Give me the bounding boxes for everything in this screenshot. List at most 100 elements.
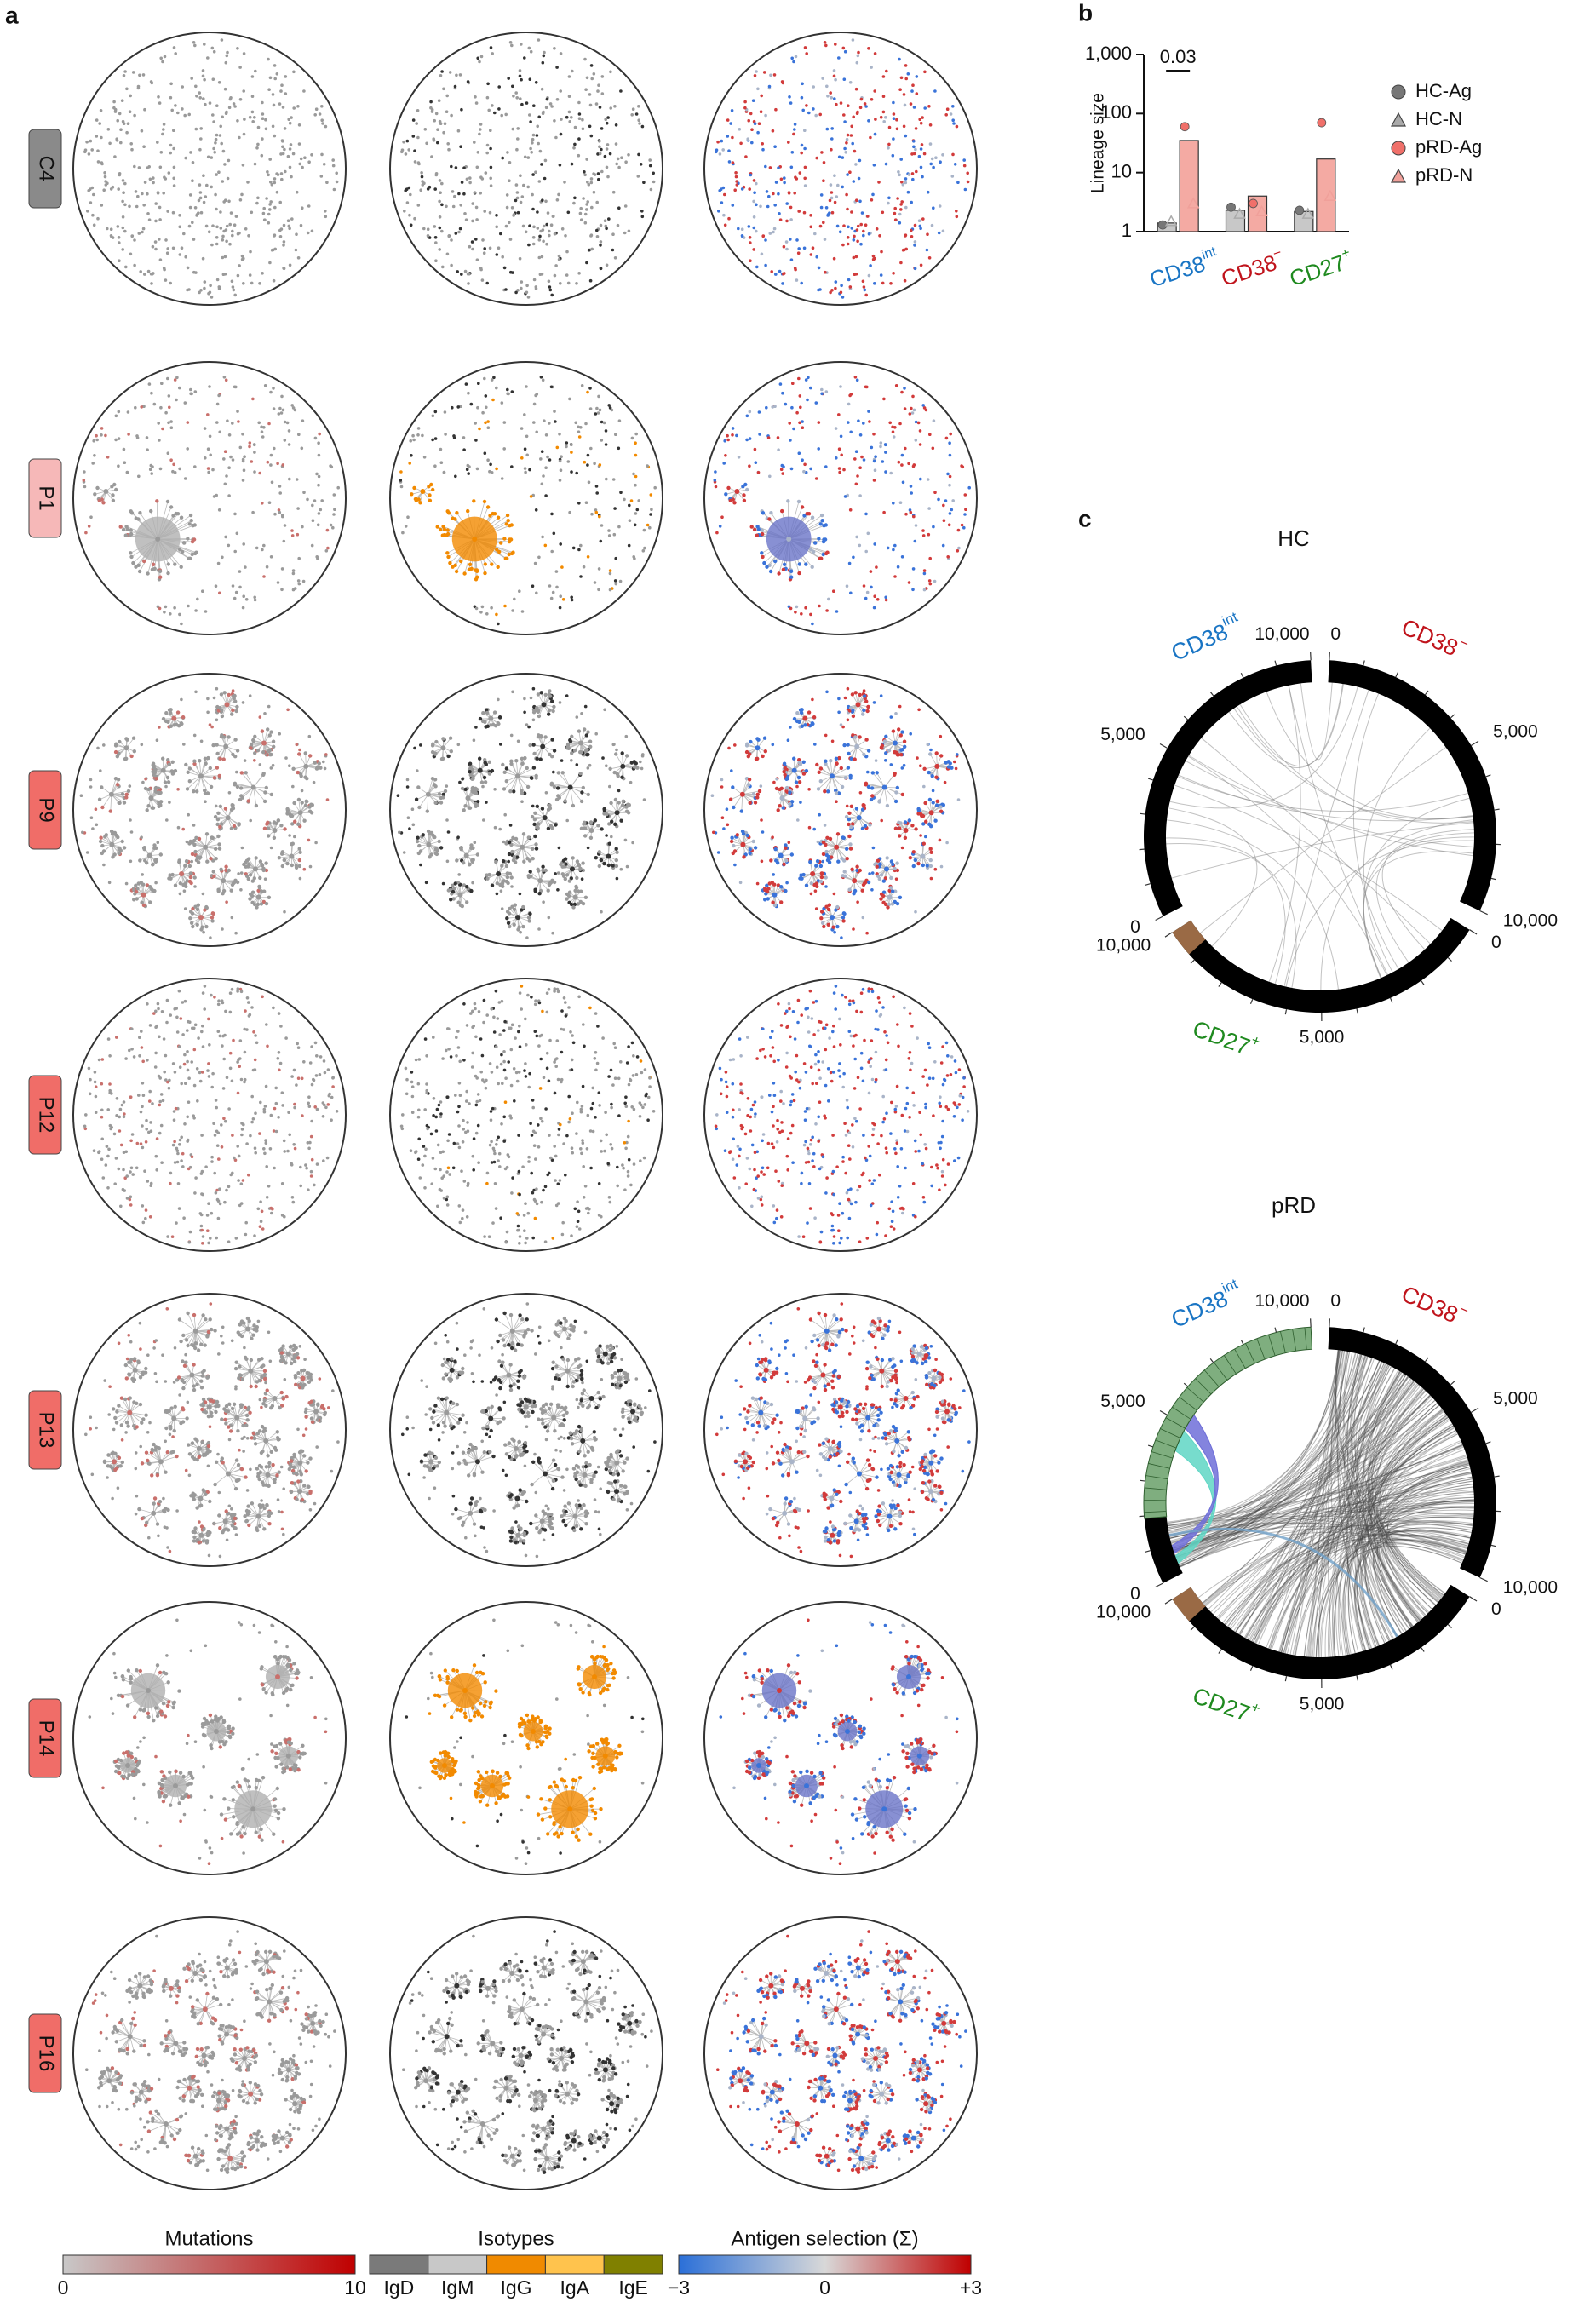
node [168, 710, 173, 715]
node [609, 801, 613, 806]
node [857, 50, 860, 55]
node [724, 454, 727, 457]
node [291, 588, 296, 592]
node [521, 1165, 525, 1168]
node [474, 569, 479, 573]
node [551, 931, 554, 935]
node [865, 709, 870, 714]
node [297, 858, 301, 863]
node [182, 541, 187, 545]
node [733, 863, 737, 867]
node [594, 485, 599, 488]
node [137, 1094, 141, 1097]
node [88, 1092, 92, 1096]
node [468, 766, 473, 770]
node [904, 77, 908, 81]
node [821, 852, 826, 857]
node [866, 704, 870, 709]
node [859, 97, 864, 101]
node [220, 714, 225, 719]
edges [250, 886, 269, 908]
node [141, 1145, 145, 1150]
node [245, 1142, 249, 1145]
node [192, 1083, 197, 1088]
node [324, 549, 329, 553]
node [614, 847, 618, 851]
node [90, 148, 94, 152]
node [531, 686, 536, 691]
node [605, 147, 609, 151]
node [646, 464, 649, 468]
node [131, 71, 135, 74]
node [440, 229, 444, 233]
node [917, 154, 921, 158]
node [577, 430, 581, 434]
node [278, 485, 282, 488]
node [783, 181, 786, 185]
node [592, 72, 596, 76]
node [472, 537, 478, 542]
node [735, 833, 739, 837]
node [116, 778, 121, 782]
node [577, 502, 581, 505]
node [852, 555, 855, 560]
node [204, 832, 210, 836]
node [755, 533, 759, 537]
node [946, 472, 950, 476]
node [95, 485, 100, 491]
node [803, 146, 807, 151]
node [122, 191, 125, 194]
node [241, 479, 245, 482]
node [165, 775, 170, 780]
node [550, 293, 554, 297]
node [841, 725, 845, 729]
network [72, 673, 347, 947]
node [862, 708, 866, 713]
node [172, 462, 175, 467]
node [818, 766, 824, 771]
node [191, 906, 195, 911]
node [607, 1075, 611, 1078]
node [620, 763, 626, 769]
node [554, 135, 558, 140]
node [130, 234, 134, 238]
node [526, 835, 531, 840]
node [892, 740, 898, 746]
node [243, 1050, 247, 1054]
edges [163, 709, 184, 727]
node [542, 224, 546, 228]
node [445, 94, 449, 98]
node [497, 1082, 500, 1086]
node [555, 1039, 560, 1042]
node [204, 195, 208, 198]
node [426, 841, 432, 847]
node [537, 141, 540, 146]
node [803, 46, 807, 49]
node [627, 153, 630, 157]
node [442, 527, 447, 531]
node [456, 129, 461, 133]
node [158, 165, 163, 169]
node [900, 792, 905, 797]
node [816, 787, 821, 791]
node [326, 1068, 330, 1071]
edges [918, 799, 944, 827]
node [548, 1134, 551, 1137]
node [260, 1209, 264, 1214]
node [335, 180, 339, 184]
node [766, 436, 771, 439]
node [272, 820, 277, 824]
node [254, 1151, 258, 1155]
node [891, 153, 895, 158]
node [113, 743, 118, 748]
node [172, 1118, 176, 1122]
node [255, 902, 261, 907]
node [406, 816, 410, 819]
node [221, 238, 225, 242]
node [240, 1133, 244, 1137]
node [776, 808, 780, 812]
node [537, 714, 542, 719]
node [457, 1105, 461, 1109]
node [282, 240, 286, 244]
node [489, 184, 493, 187]
